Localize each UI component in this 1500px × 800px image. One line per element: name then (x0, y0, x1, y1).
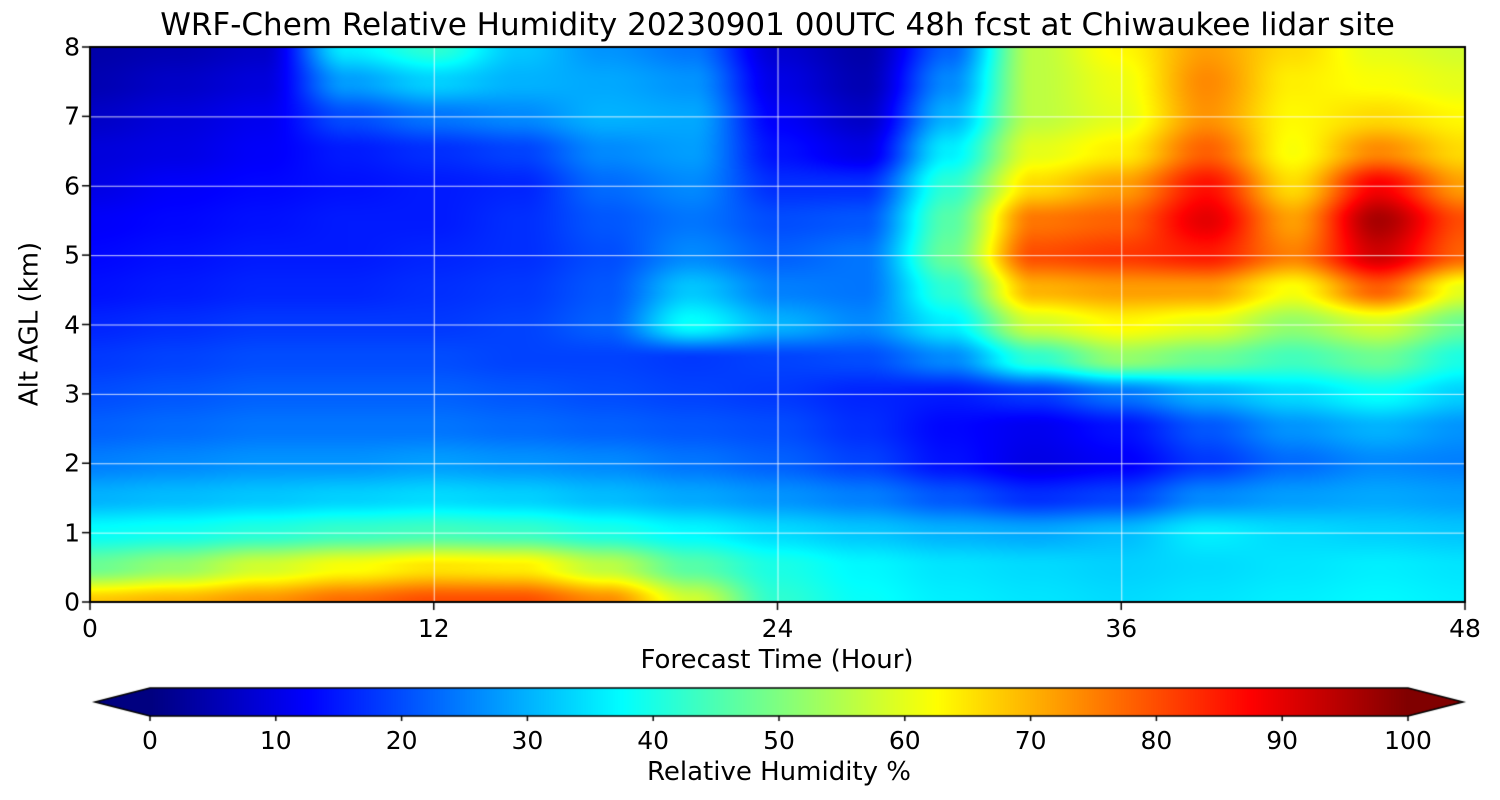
x-tick-label: 36 (1105, 614, 1138, 643)
colorbar-tick-label: 0 (142, 726, 158, 755)
colorbar-tick-label: 40 (637, 726, 670, 755)
y-tick-label: 5 (64, 240, 80, 270)
colorbar-tick-label: 50 (763, 726, 795, 755)
y-tick-label: 6 (64, 171, 80, 201)
colorbar-tick-label: 70 (1014, 726, 1047, 755)
y-tick-label: 8 (64, 32, 80, 62)
colorbar-tick-label: 30 (511, 726, 544, 755)
y-tick-label: 7 (64, 101, 80, 131)
x-tick-label: 0 (82, 614, 98, 643)
chart-title: WRF-Chem Relative Humidity 20230901 00UT… (160, 7, 1395, 43)
y-tick-label: 2 (64, 448, 80, 478)
colorbar-tick-label: 10 (259, 726, 292, 755)
x-tick-label: 12 (417, 614, 450, 643)
x-axis-label: Forecast Time (Hour) (640, 645, 914, 675)
y-tick-label: 0 (64, 587, 80, 617)
x-tick-label: 24 (761, 614, 794, 643)
colorbar-tick-label: 60 (888, 726, 921, 755)
colorbar-tick-label: 80 (1140, 726, 1173, 755)
colorbar-tick-label: 100 (1384, 726, 1432, 755)
colorbar-label: Relative Humidity % (647, 757, 911, 787)
y-tick-label: 3 (64, 379, 80, 409)
x-tick-label: 48 (1449, 614, 1481, 643)
colorbar-tick-label: 90 (1266, 726, 1299, 755)
y-tick-label: 4 (64, 310, 80, 339)
y-tick-label: 1 (64, 518, 80, 548)
colorbar-tick-label: 20 (385, 726, 418, 755)
